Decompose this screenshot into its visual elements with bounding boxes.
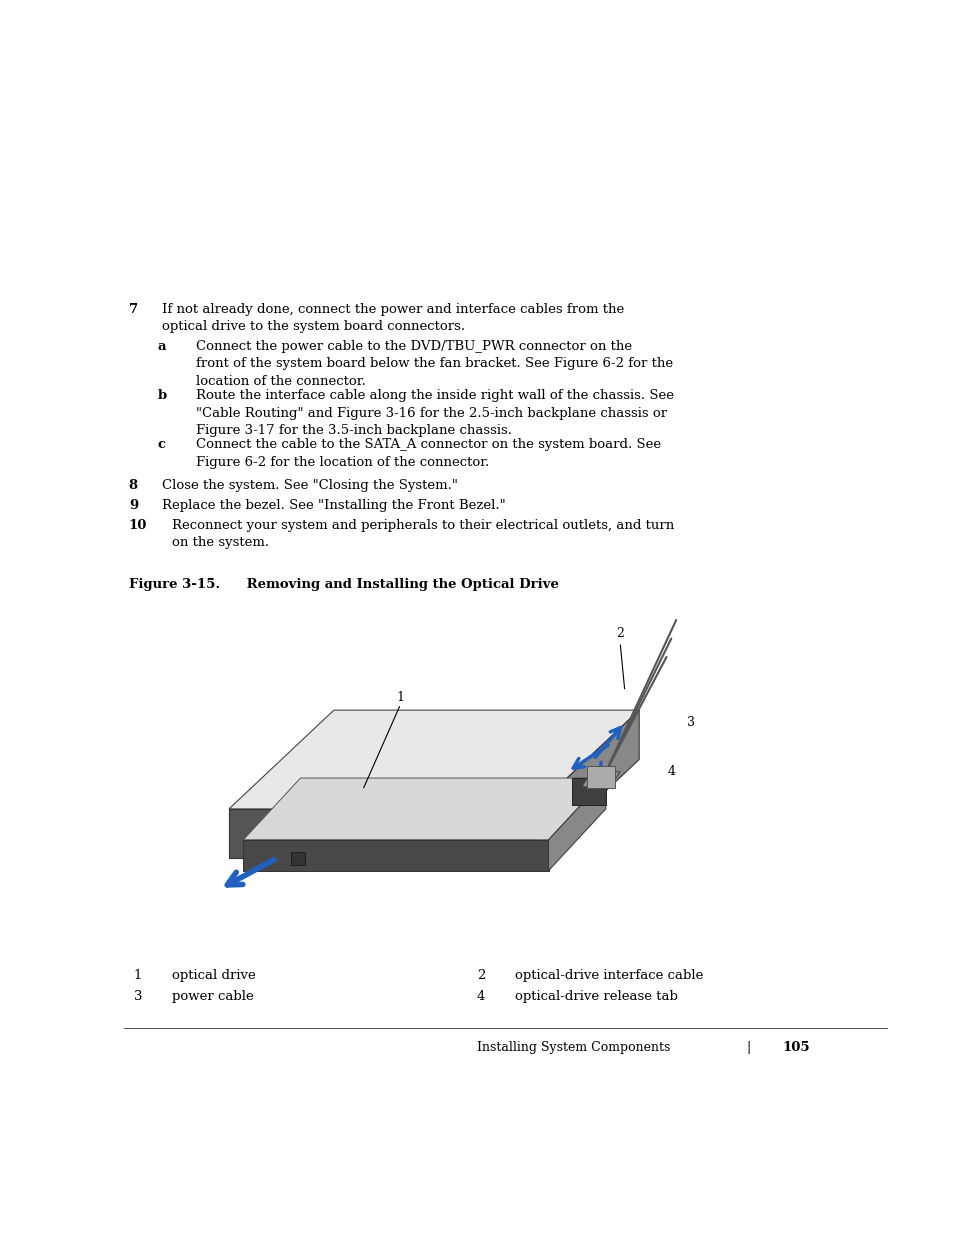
Text: 8: 8 <box>129 479 138 493</box>
Text: 4: 4 <box>476 990 485 1004</box>
Text: 7: 7 <box>129 303 138 316</box>
Polygon shape <box>229 710 639 809</box>
Polygon shape <box>534 710 639 858</box>
Polygon shape <box>243 778 605 840</box>
Polygon shape <box>581 772 619 787</box>
Text: |: | <box>746 1041 750 1055</box>
Text: Reconnect your system and peripherals to their electrical outlets, and turn
on t: Reconnect your system and peripherals to… <box>172 519 673 550</box>
Text: Replace the bezel. See "Installing the Front Bezel.": Replace the bezel. See "Installing the F… <box>162 499 505 513</box>
Text: 2: 2 <box>476 969 485 983</box>
Polygon shape <box>548 778 605 871</box>
Text: 3: 3 <box>686 716 694 729</box>
Text: 9: 9 <box>129 499 138 513</box>
Text: Connect the power cable to the DVD/TBU_PWR connector on the
front of the system : Connect the power cable to the DVD/TBU_P… <box>195 340 672 388</box>
Text: Installing System Components: Installing System Components <box>476 1041 670 1055</box>
Text: Connect the cable to the SATA_A connector on the system board. See
Figure 6-2 fo: Connect the cable to the SATA_A connecto… <box>195 438 660 469</box>
Text: 3: 3 <box>133 990 142 1004</box>
Text: power cable: power cable <box>172 990 253 1004</box>
Polygon shape <box>586 766 615 788</box>
Text: 4: 4 <box>667 766 675 778</box>
Text: optical drive: optical drive <box>172 969 255 983</box>
Text: If not already done, connect the power and interface cables from the
optical dri: If not already done, connect the power a… <box>162 303 624 333</box>
Text: 2: 2 <box>616 626 623 640</box>
Polygon shape <box>291 852 305 864</box>
Polygon shape <box>572 778 605 805</box>
Text: 105: 105 <box>781 1041 809 1055</box>
Text: optical-drive interface cable: optical-drive interface cable <box>515 969 702 983</box>
Text: 1: 1 <box>133 969 142 983</box>
Text: 10: 10 <box>129 519 147 532</box>
Text: c: c <box>157 438 165 452</box>
Text: Figure 3-15.  Removing and Installing the Optical Drive: Figure 3-15. Removing and Installing the… <box>129 578 558 592</box>
Text: optical-drive release tab: optical-drive release tab <box>515 990 678 1004</box>
Polygon shape <box>229 809 534 858</box>
Text: Route the interface cable along the inside right wall of the chassis. See
"Cable: Route the interface cable along the insi… <box>195 389 673 437</box>
Polygon shape <box>243 840 548 871</box>
Text: 1: 1 <box>396 690 404 704</box>
Text: Close the system. See "Closing the System.": Close the system. See "Closing the Syste… <box>162 479 457 493</box>
Text: a: a <box>157 340 166 353</box>
Text: b: b <box>157 389 167 403</box>
